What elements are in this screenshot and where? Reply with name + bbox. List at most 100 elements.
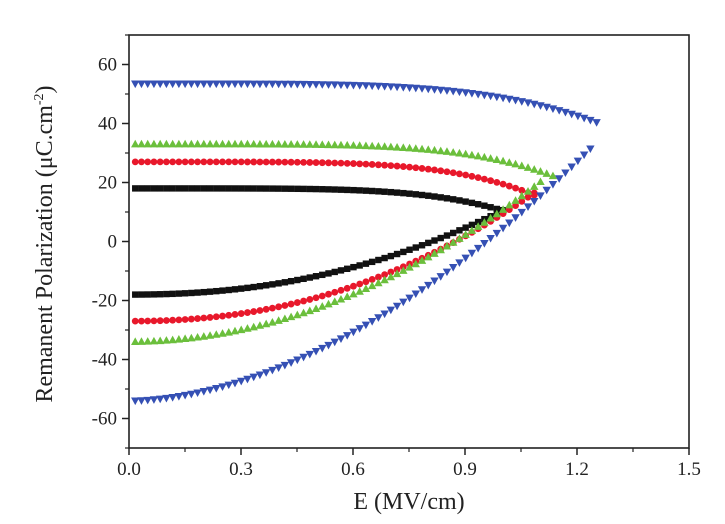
data-point bbox=[387, 252, 395, 260]
data-point bbox=[442, 268, 452, 277]
data-point bbox=[199, 388, 209, 396]
y-tick-label: -40 bbox=[92, 350, 117, 371]
data-point bbox=[188, 289, 195, 297]
data-point bbox=[337, 159, 345, 167]
data-point bbox=[387, 268, 395, 276]
data-point bbox=[399, 266, 408, 274]
data-point bbox=[548, 105, 558, 113]
data-point bbox=[138, 158, 145, 166]
data-point bbox=[199, 139, 209, 148]
data-point bbox=[375, 256, 382, 264]
data-point bbox=[356, 280, 364, 288]
data-point bbox=[456, 227, 463, 234]
data-point bbox=[586, 145, 595, 154]
data-point bbox=[199, 80, 209, 89]
data-point bbox=[324, 299, 333, 308]
data-point bbox=[225, 286, 232, 294]
data-point bbox=[280, 314, 290, 323]
data-point bbox=[224, 139, 233, 148]
data-point bbox=[362, 278, 370, 286]
data-point bbox=[143, 396, 152, 405]
data-point bbox=[548, 171, 558, 180]
axis-tick-labels: 0.0 0.3 0.6 0.9 1.2 1.5 -60 -40 -20 0 20 40 60 bbox=[92, 55, 701, 481]
data-point bbox=[406, 163, 413, 171]
y-axis-title-main: Remanent Polarization (μC.cm bbox=[32, 105, 58, 403]
data-point bbox=[405, 143, 414, 152]
data-point bbox=[274, 316, 283, 324]
data-point bbox=[418, 191, 426, 199]
data-point bbox=[392, 142, 402, 151]
data-point bbox=[436, 86, 445, 95]
data-point bbox=[311, 140, 321, 148]
data-point bbox=[256, 283, 264, 290]
data-point bbox=[349, 328, 358, 337]
data-point bbox=[374, 273, 382, 281]
data-point bbox=[381, 271, 389, 279]
data-point bbox=[225, 185, 232, 192]
data-point bbox=[480, 218, 489, 226]
data-point bbox=[461, 254, 470, 263]
data-point bbox=[380, 83, 389, 91]
data-point bbox=[375, 188, 382, 195]
data-point bbox=[586, 116, 595, 125]
data-point bbox=[138, 317, 145, 325]
data-point bbox=[517, 98, 526, 106]
data-point bbox=[573, 112, 583, 121]
data-point bbox=[181, 316, 189, 323]
data-point bbox=[350, 186, 357, 194]
data-point bbox=[518, 197, 526, 205]
data-point bbox=[350, 160, 357, 167]
data-point bbox=[261, 80, 271, 89]
data-point bbox=[137, 139, 146, 148]
data-point bbox=[412, 244, 419, 251]
data-point bbox=[269, 281, 276, 288]
data-point bbox=[238, 185, 245, 192]
data-point bbox=[280, 80, 290, 89]
data-point bbox=[380, 310, 389, 319]
data-point bbox=[355, 287, 364, 295]
data-point bbox=[175, 158, 183, 166]
data-point bbox=[256, 158, 264, 166]
data-point bbox=[286, 140, 296, 148]
data-point bbox=[473, 244, 483, 253]
data-point bbox=[467, 249, 477, 258]
data-point bbox=[542, 186, 551, 195]
data-point bbox=[305, 306, 315, 315]
data-point bbox=[213, 185, 220, 192]
data-point bbox=[131, 139, 140, 148]
data-point bbox=[425, 192, 432, 199]
data-point bbox=[187, 390, 196, 399]
data-point bbox=[256, 185, 264, 192]
data-point bbox=[132, 291, 139, 298]
data-point bbox=[318, 159, 326, 167]
data-point bbox=[194, 158, 201, 166]
data-point bbox=[299, 80, 308, 89]
data-point bbox=[523, 187, 533, 195]
data-point bbox=[244, 284, 251, 292]
data-point bbox=[411, 84, 420, 93]
data-point bbox=[144, 291, 151, 298]
data-point bbox=[461, 230, 470, 238]
data-point bbox=[493, 178, 501, 186]
data-point bbox=[187, 315, 195, 323]
data-point bbox=[498, 94, 508, 103]
data-point bbox=[487, 177, 495, 185]
data-point bbox=[274, 139, 283, 148]
data-point bbox=[399, 143, 408, 151]
data-point bbox=[554, 175, 564, 183]
data-point bbox=[181, 185, 189, 192]
y-tick-label: 40 bbox=[98, 114, 117, 135]
data-point bbox=[523, 163, 533, 171]
data-point bbox=[406, 190, 413, 197]
data-point bbox=[362, 160, 370, 168]
data-point bbox=[392, 83, 402, 92]
data-point bbox=[219, 185, 226, 192]
data-point bbox=[219, 287, 226, 294]
data-point bbox=[330, 81, 339, 90]
data-point bbox=[268, 158, 276, 166]
data-point bbox=[149, 80, 159, 89]
data-point bbox=[243, 80, 252, 89]
data-point bbox=[293, 299, 301, 306]
data-point bbox=[430, 86, 439, 94]
data-point bbox=[150, 158, 158, 166]
